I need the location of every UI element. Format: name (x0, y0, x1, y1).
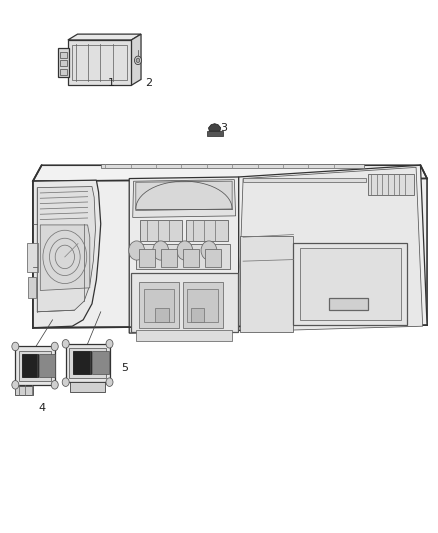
Polygon shape (133, 180, 236, 217)
Bar (183, 282, 223, 328)
Circle shape (106, 340, 113, 348)
Circle shape (62, 378, 69, 386)
Text: 5: 5 (121, 363, 128, 373)
Bar (60, 69, 67, 75)
Bar (27, 243, 38, 272)
Circle shape (51, 381, 58, 389)
Polygon shape (68, 34, 141, 40)
Polygon shape (208, 124, 221, 131)
Circle shape (177, 241, 193, 260)
Bar (73, 351, 91, 375)
Bar (328, 298, 368, 310)
Circle shape (136, 58, 140, 62)
Polygon shape (37, 187, 95, 312)
Circle shape (106, 378, 113, 386)
Bar (131, 273, 238, 332)
Bar (207, 131, 223, 136)
Bar (136, 330, 232, 341)
Polygon shape (131, 34, 141, 85)
Bar (187, 289, 218, 322)
Bar (136, 244, 230, 269)
Text: 2: 2 (145, 78, 152, 87)
Bar (139, 282, 179, 328)
Bar (144, 289, 174, 322)
Polygon shape (33, 165, 427, 181)
Bar (243, 178, 366, 182)
Bar (293, 243, 407, 325)
Circle shape (51, 342, 58, 351)
Bar (39, 354, 55, 377)
Bar (58, 48, 69, 77)
Bar (240, 236, 293, 332)
Polygon shape (40, 225, 90, 290)
Circle shape (129, 241, 145, 260)
Bar (139, 249, 155, 266)
Polygon shape (239, 165, 427, 330)
Text: 3: 3 (220, 123, 227, 133)
Circle shape (201, 241, 217, 260)
Circle shape (62, 340, 69, 348)
Polygon shape (129, 177, 239, 333)
Bar (19, 351, 51, 381)
Bar (15, 346, 55, 385)
Bar (69, 348, 106, 378)
Bar (92, 351, 110, 375)
Bar (140, 220, 182, 241)
Bar (70, 382, 105, 392)
Circle shape (153, 241, 169, 260)
Bar (22, 354, 38, 377)
Bar (101, 164, 364, 168)
Polygon shape (33, 180, 101, 328)
Bar (191, 308, 204, 322)
Polygon shape (240, 167, 423, 332)
Text: 4: 4 (38, 403, 45, 413)
Bar (72, 45, 127, 80)
Text: 1: 1 (108, 78, 115, 87)
Bar (15, 386, 33, 395)
Polygon shape (33, 179, 427, 328)
Bar (161, 249, 177, 266)
Bar (66, 344, 110, 382)
Circle shape (12, 381, 19, 389)
Circle shape (12, 342, 19, 351)
Bar (60, 52, 67, 58)
Bar (60, 60, 67, 66)
Bar (28, 277, 36, 298)
Bar (68, 40, 131, 85)
Bar (183, 249, 199, 266)
Circle shape (134, 56, 141, 64)
Polygon shape (136, 181, 232, 211)
Bar (300, 248, 401, 320)
Bar (155, 308, 169, 322)
Bar (368, 174, 414, 195)
Bar (205, 249, 221, 266)
Bar (186, 220, 228, 241)
